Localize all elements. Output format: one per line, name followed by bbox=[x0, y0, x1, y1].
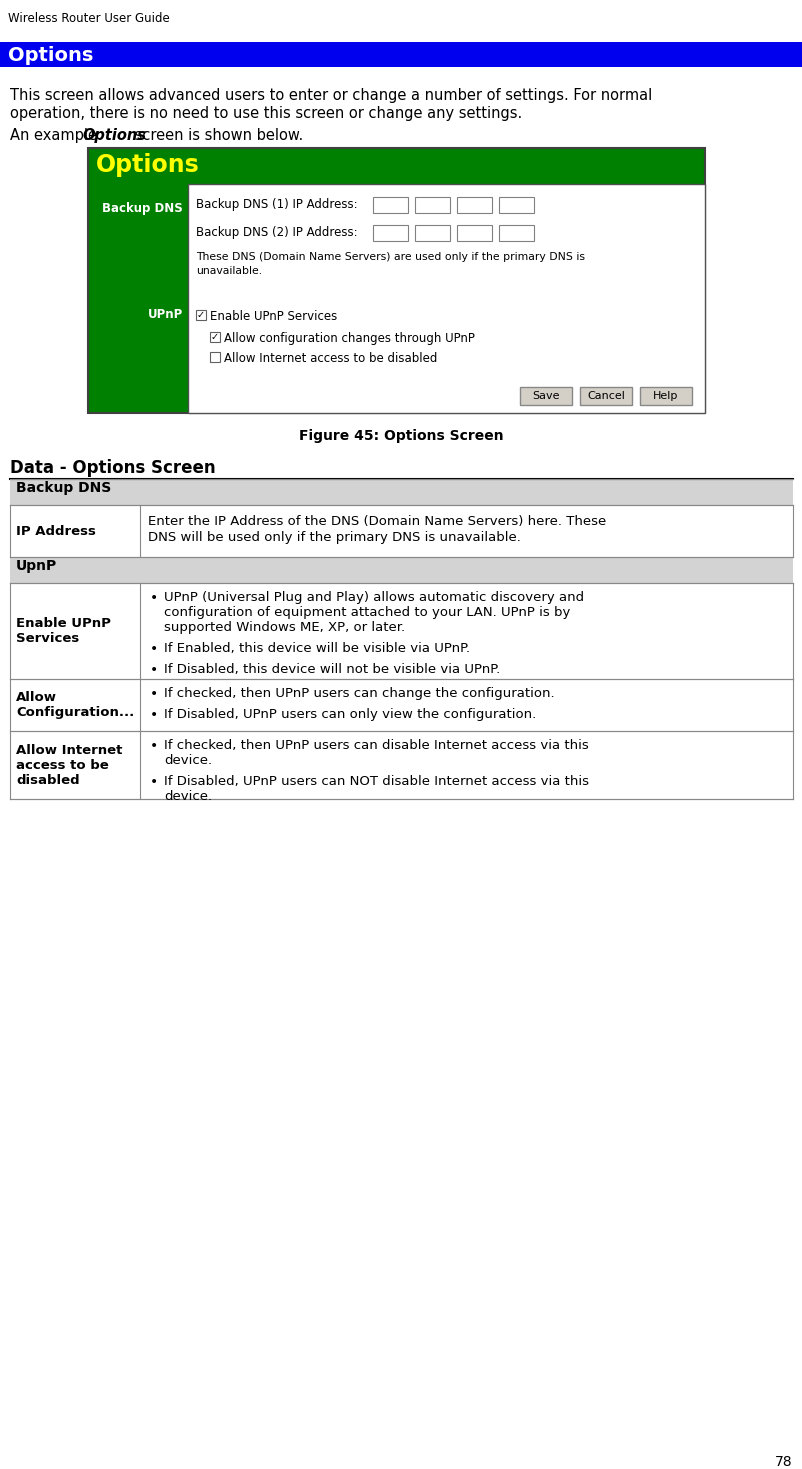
Text: device.: device. bbox=[164, 754, 212, 767]
Bar bbox=[140, 732, 792, 799]
Text: Backup DNS: Backup DNS bbox=[16, 480, 111, 495]
Bar bbox=[415, 197, 449, 213]
Text: If checked, then UPnP users can change the configuration.: If checked, then UPnP users can change t… bbox=[164, 687, 554, 701]
Text: Allow configuration changes through UPnP: Allow configuration changes through UPnP bbox=[224, 332, 474, 345]
Bar bbox=[0, 43, 802, 68]
Text: •: • bbox=[150, 663, 158, 677]
Text: •: • bbox=[150, 642, 158, 657]
Text: IP Address: IP Address bbox=[16, 524, 95, 538]
Text: If Disabled, UPnP users can NOT disable Internet access via this: If Disabled, UPnP users can NOT disable … bbox=[164, 776, 588, 787]
Bar bbox=[498, 197, 533, 213]
Text: Allow Internet
access to be
disabled: Allow Internet access to be disabled bbox=[16, 743, 122, 786]
Text: ✓: ✓ bbox=[211, 332, 219, 342]
Bar bbox=[140, 679, 792, 732]
Text: Allow Internet access to be disabled: Allow Internet access to be disabled bbox=[224, 353, 437, 364]
Text: If Disabled, this device will not be visible via UPnP.: If Disabled, this device will not be vis… bbox=[164, 663, 500, 676]
Text: This screen allows advanced users to enter or change a number of settings. For n: This screen allows advanced users to ent… bbox=[10, 88, 651, 103]
Text: configuration of equipment attached to your LAN. UPnP is by: configuration of equipment attached to y… bbox=[164, 607, 569, 618]
Bar bbox=[639, 386, 691, 405]
Text: •: • bbox=[150, 687, 158, 701]
Bar bbox=[520, 386, 571, 405]
Text: Backup DNS: Backup DNS bbox=[102, 203, 183, 214]
Text: supported Windows ME, XP, or later.: supported Windows ME, XP, or later. bbox=[164, 621, 405, 635]
Text: These DNS (Domain Name Servers) are used only if the primary DNS is: These DNS (Domain Name Servers) are used… bbox=[196, 253, 585, 261]
Text: Options: Options bbox=[82, 128, 146, 142]
Text: operation, there is no need to use this screen or change any settings.: operation, there is no need to use this … bbox=[10, 106, 521, 120]
Text: UPnP (Universal Plug and Play) allows automatic discovery and: UPnP (Universal Plug and Play) allows au… bbox=[164, 591, 583, 604]
Text: •: • bbox=[150, 591, 158, 605]
Text: Help: Help bbox=[653, 391, 678, 401]
Text: Options: Options bbox=[8, 46, 93, 65]
Text: Enable UPnP Services: Enable UPnP Services bbox=[210, 310, 337, 323]
Text: If checked, then UPnP users can disable Internet access via this: If checked, then UPnP users can disable … bbox=[164, 739, 588, 752]
Text: Data - Options Screen: Data - Options Screen bbox=[10, 458, 216, 477]
Bar bbox=[415, 225, 449, 241]
Text: screen is shown below.: screen is shown below. bbox=[130, 128, 303, 142]
Bar bbox=[210, 353, 220, 361]
Text: Options: Options bbox=[96, 153, 200, 176]
Bar bbox=[10, 679, 140, 732]
Text: ✓: ✓ bbox=[196, 310, 205, 320]
Bar bbox=[498, 225, 533, 241]
Text: An example: An example bbox=[10, 128, 102, 142]
Text: UPnP: UPnP bbox=[148, 308, 183, 322]
Bar bbox=[210, 332, 220, 342]
Text: Backup DNS (2) IP Address:: Backup DNS (2) IP Address: bbox=[196, 226, 357, 239]
Text: device.: device. bbox=[164, 790, 212, 804]
Text: Wireless Router User Guide: Wireless Router User Guide bbox=[8, 12, 169, 25]
Bar bbox=[456, 225, 492, 241]
Text: •: • bbox=[150, 739, 158, 754]
Text: Figure 45: Options Screen: Figure 45: Options Screen bbox=[299, 429, 503, 444]
Bar bbox=[88, 148, 704, 413]
Text: •: • bbox=[150, 708, 158, 721]
Text: DNS will be used only if the primary DNS is unavailable.: DNS will be used only if the primary DNS… bbox=[148, 530, 520, 544]
Bar bbox=[373, 225, 407, 241]
Bar bbox=[188, 184, 704, 413]
Text: Cancel: Cancel bbox=[586, 391, 624, 401]
Bar bbox=[373, 197, 407, 213]
Bar bbox=[140, 505, 792, 557]
Bar bbox=[10, 732, 140, 799]
Text: 78: 78 bbox=[775, 1454, 792, 1469]
Bar bbox=[140, 583, 792, 679]
Text: Backup DNS (1) IP Address:: Backup DNS (1) IP Address: bbox=[196, 198, 357, 212]
Text: Allow
Configuration...: Allow Configuration... bbox=[16, 690, 134, 718]
Text: UpnP: UpnP bbox=[16, 560, 57, 573]
Text: Save: Save bbox=[532, 391, 559, 401]
Text: unavailable.: unavailable. bbox=[196, 266, 261, 276]
Bar bbox=[10, 505, 140, 557]
Bar bbox=[579, 386, 631, 405]
Text: If Disabled, UPnP users can only view the configuration.: If Disabled, UPnP users can only view th… bbox=[164, 708, 536, 721]
Bar bbox=[196, 310, 206, 320]
Bar bbox=[10, 479, 792, 505]
Text: •: • bbox=[150, 776, 158, 789]
Bar bbox=[10, 557, 792, 583]
Bar bbox=[456, 197, 492, 213]
Text: If Enabled, this device will be visible via UPnP.: If Enabled, this device will be visible … bbox=[164, 642, 469, 655]
Bar bbox=[10, 583, 140, 679]
Text: Enter the IP Address of the DNS (Domain Name Servers) here. These: Enter the IP Address of the DNS (Domain … bbox=[148, 516, 606, 527]
Text: Enable UPnP
Services: Enable UPnP Services bbox=[16, 617, 111, 645]
